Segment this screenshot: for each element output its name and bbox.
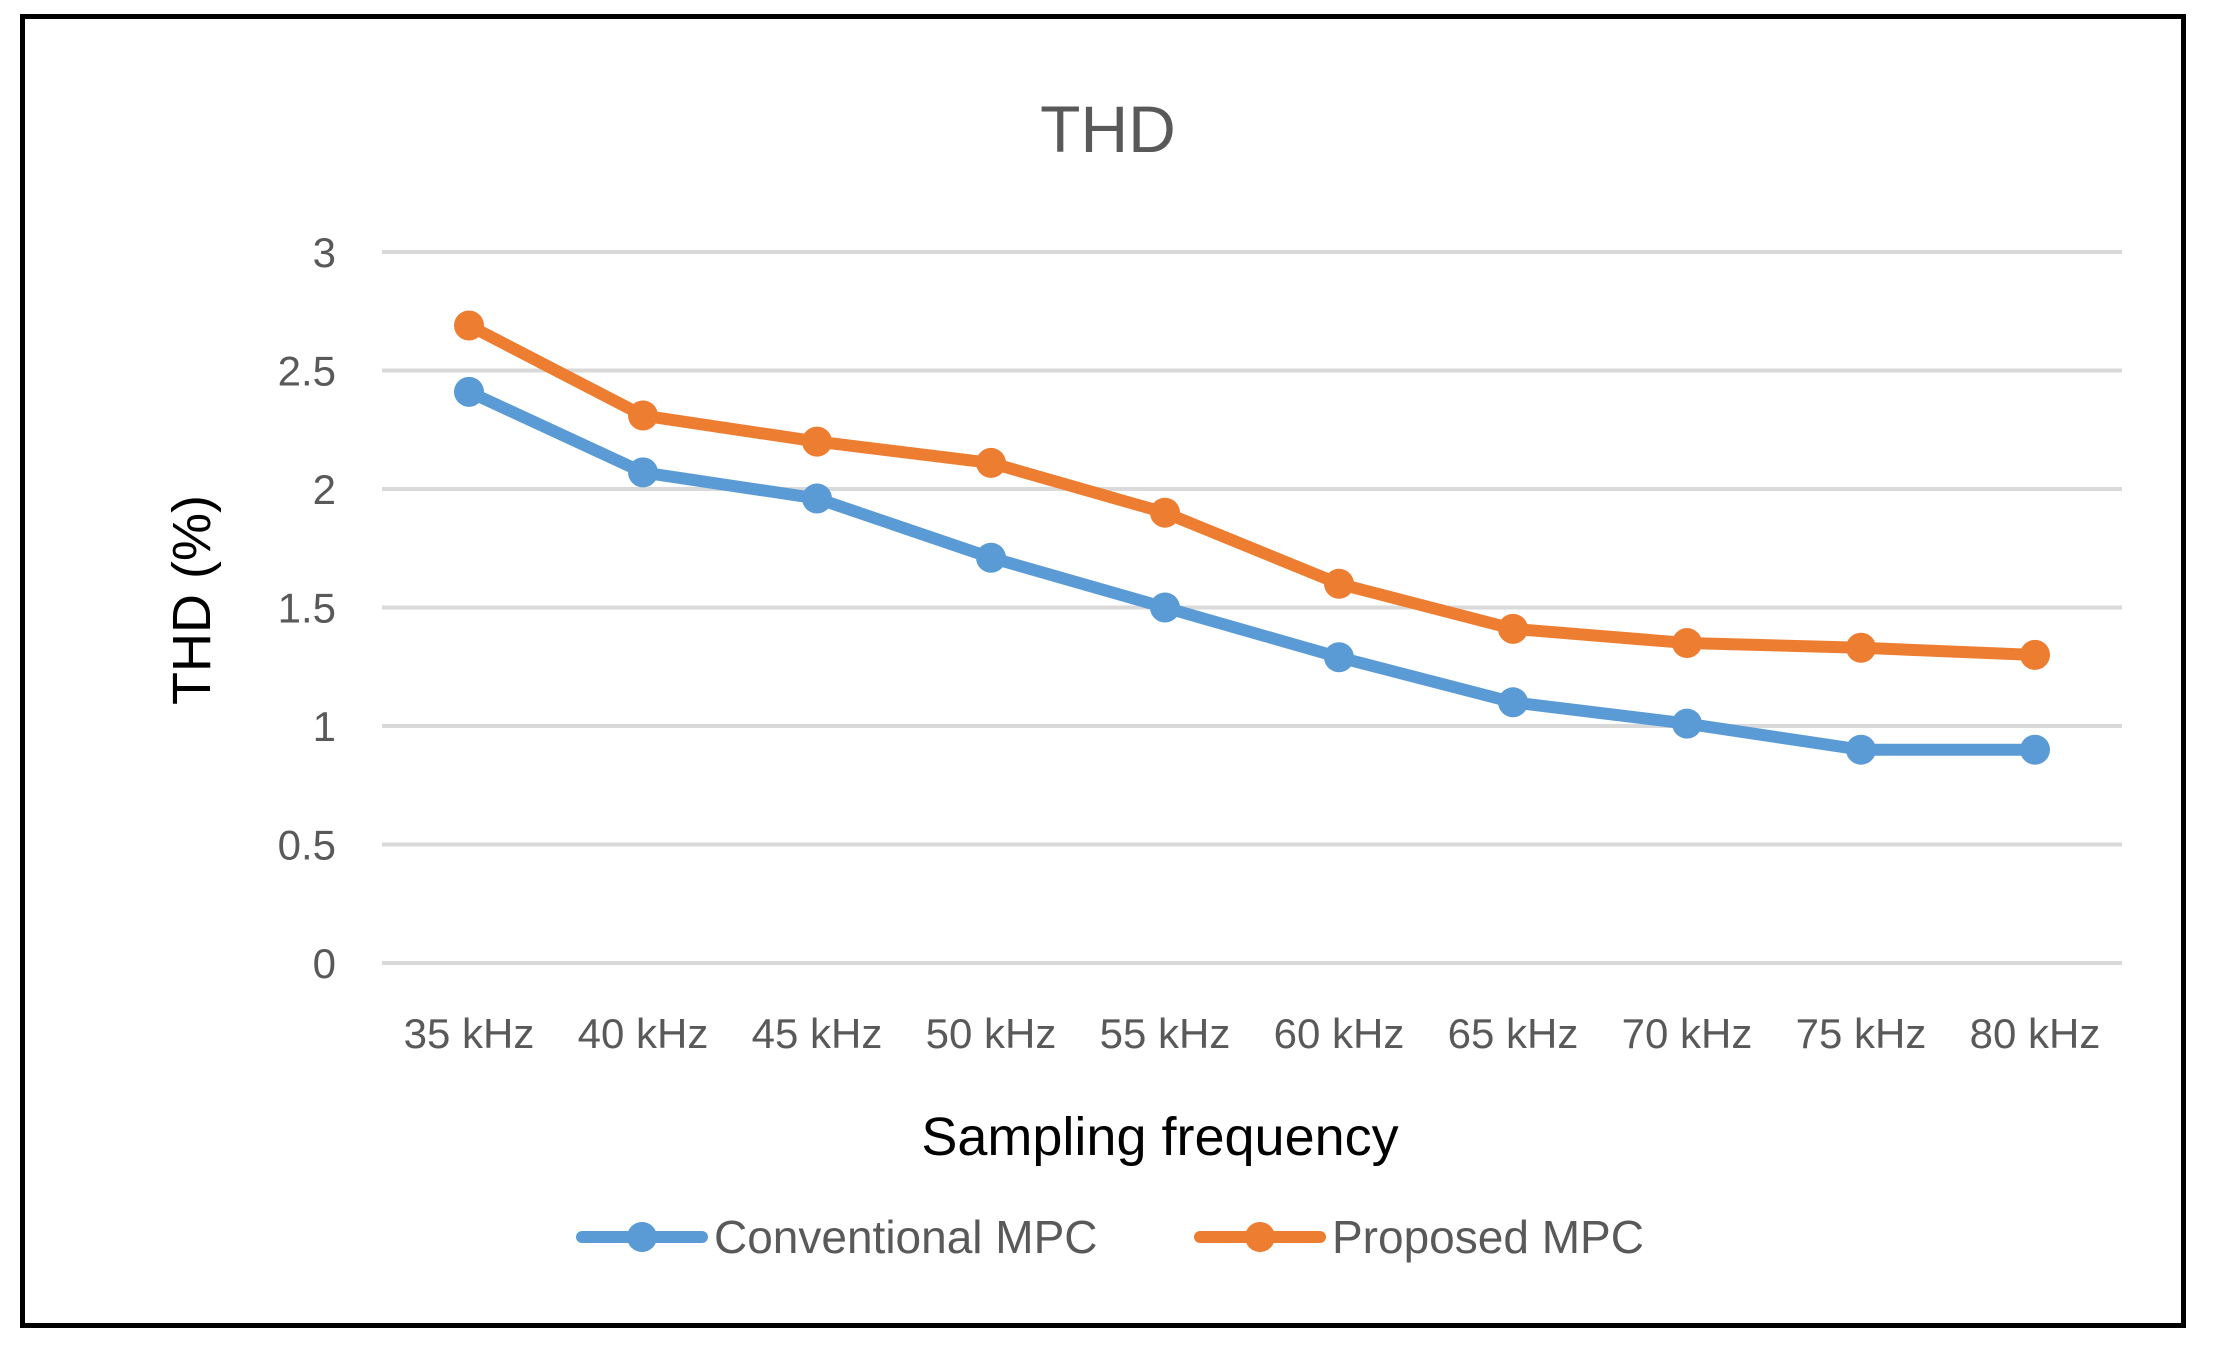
x-tick-label: 60 kHz	[1274, 1010, 1405, 1057]
x-tick-label: 80 kHz	[1970, 1010, 2101, 1057]
data-point	[454, 310, 484, 341]
y-tick-label: 0.5	[278, 822, 336, 869]
data-point	[976, 542, 1006, 573]
x-tick-label: 70 kHz	[1622, 1010, 1753, 1057]
legend: Conventional MPC Proposed MPC	[576, 1211, 1644, 1263]
x-axis-tick-labels: 35 kHz 40 kHz 45 kHz 50 kHz 55 kHz 60 kHz 65 k…	[404, 1010, 2101, 1057]
y-axis-title: THD (%)	[162, 495, 222, 705]
data-point	[1150, 592, 1180, 623]
legend-item-1: Proposed MPC	[1194, 1211, 1644, 1263]
x-tick-label: 50 kHz	[926, 1010, 1057, 1057]
y-axis-tick-labels: 0 0.5 1 1.5 2 2.5 3	[278, 229, 336, 987]
data-point	[2020, 639, 2050, 670]
series-line	[463, 385, 2041, 756]
data-point	[628, 400, 658, 431]
series-0	[454, 376, 2050, 765]
data-point	[1846, 734, 1876, 765]
data-point	[2020, 734, 2050, 765]
y-tick-label: 1	[313, 703, 336, 750]
x-axis-title: Sampling frequency	[921, 1107, 1398, 1167]
x-tick-label: 65 kHz	[1448, 1010, 1579, 1057]
data-point	[1672, 628, 1702, 659]
data-point	[1672, 708, 1702, 739]
legend-item-0: Conventional MPC	[576, 1211, 1098, 1263]
chart-frame	[20, 14, 2186, 1328]
data-point	[454, 376, 484, 407]
series-line	[463, 319, 2041, 661]
chart-title: THD	[1040, 92, 1176, 166]
x-tick-label: 55 kHz	[1100, 1010, 1231, 1057]
legend-swatch-marker	[1245, 1222, 1275, 1252]
data-point	[1324, 568, 1354, 599]
y-tick-label: 3	[313, 229, 336, 276]
data-point	[1324, 642, 1354, 673]
data-point	[802, 483, 832, 514]
y-tick-label: 2.5	[278, 348, 336, 395]
legend-swatch-marker	[627, 1222, 657, 1252]
data-point	[802, 426, 832, 457]
grid-lines	[382, 250, 2122, 965]
legend-label: Proposed MPC	[1332, 1211, 1644, 1263]
legend-label: Conventional MPC	[714, 1211, 1098, 1263]
data-point	[628, 457, 658, 488]
y-tick-label: 2	[313, 466, 336, 513]
data-point	[976, 447, 1006, 478]
series-1	[454, 310, 2050, 670]
x-tick-label: 75 kHz	[1796, 1010, 1927, 1057]
y-tick-label: 1.5	[278, 585, 336, 632]
data-point	[1150, 497, 1180, 528]
series-group	[454, 310, 2050, 765]
data-point	[1498, 687, 1528, 718]
data-point	[1498, 613, 1528, 644]
x-tick-label: 45 kHz	[752, 1010, 883, 1057]
x-tick-label: 40 kHz	[578, 1010, 709, 1057]
data-point	[1846, 632, 1876, 663]
y-tick-label: 0	[313, 940, 336, 987]
x-tick-label: 35 kHz	[404, 1010, 535, 1057]
